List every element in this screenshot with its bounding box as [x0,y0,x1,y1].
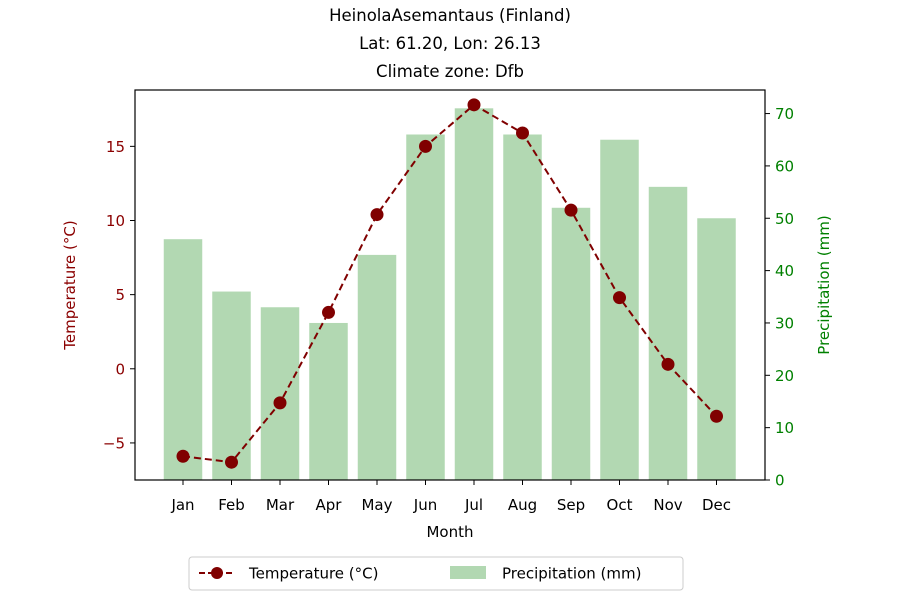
temperature-point-jun [419,139,432,153]
precipitation-bar-jan [163,239,203,480]
precipitation-tick-label: 70 [775,105,794,123]
temperature-point-apr [322,305,335,319]
temperature-point-dec [710,409,723,423]
legend-precipitation-label: Precipitation (mm) [502,565,641,583]
month-tick-label: Jan [170,496,194,514]
month-tick-label: Sep [557,496,585,514]
precipitation-bar-may [357,254,397,480]
precipitation-tick-label: 20 [775,367,794,385]
month-axis-label: Month [426,523,473,541]
precipitation-bar-jun [406,134,445,480]
precipitation-tick-label: 60 [775,157,794,175]
temperature-point-feb [225,455,238,469]
precipitation-bar-dec [697,218,736,480]
month-tick-label: Dec [702,496,731,514]
month-tick-label: Nov [653,496,682,514]
temperature-tick-label: 10 [106,212,125,230]
precipitation-bar-jul [454,108,494,481]
temperature-point-sep [564,203,578,217]
chart-title-line-2: Lat: 61.20, Lon: 26.13 [359,34,541,53]
precipitation-bars [163,108,736,481]
chart-title-line-3: Climate zone: Dfb [376,62,524,81]
precipitation-tick-label: 50 [775,210,794,228]
month-tick-label: Mar [266,496,295,514]
precipitation-axis: 0 10 20 30 40 50 60 70 [765,105,794,490]
precipitation-bar-nov [648,186,688,480]
temperature-tick-label: 5 [115,286,125,304]
precipitation-axis-label: Precipitation (mm) [815,215,833,354]
precipitation-bar-sep [551,207,591,481]
temperature-point-jul [467,98,481,112]
temperature-tick-label: 15 [106,138,125,156]
month-axis: Jan Feb Mar Apr May Jun Jul Aug Sep Oct Nov Dec [170,480,731,514]
month-tick-label: Feb [218,496,245,514]
precipitation-tick-label: 40 [775,262,794,280]
temperature-line [182,103,718,464]
legend-precipitation-swatch [450,566,486,579]
chart-title: HeinolaAsemantaus (Finland) Lat: 61.20, … [329,6,571,81]
temperature-point-may [370,208,384,222]
temperature-axis-label: Temperature (°C) [61,220,79,350]
legend-temperature-label: Temperature (°C) [248,565,378,583]
legend-temperature-marker [211,567,223,579]
precipitation-bar-mar [260,307,300,480]
legend: Temperature (°C) Precipitation (mm) [188,556,684,591]
temperature-point-jan [176,449,190,463]
precipitation-bar-oct [600,139,639,480]
month-tick-label: Jul [464,496,483,514]
precipitation-tick-label: 0 [775,472,785,490]
precipitation-bar-apr [309,322,348,480]
month-tick-label: Aug [508,496,537,514]
plot-frame [134,89,766,481]
precipitation-tick-label: 30 [775,314,794,332]
temperature-point-aug [516,126,529,140]
temperature-tick-label: 0 [115,360,125,378]
month-tick-label: Apr [316,496,343,514]
precipitation-bar-feb [212,291,251,480]
precipitation-bar-aug [503,134,542,480]
legend-box [188,556,684,591]
temperature-point-oct [613,291,626,305]
month-tick-label: May [361,496,392,514]
temperature-tick-label: −5 [103,434,125,452]
chart-title-line-1: HeinolaAsemantaus (Finland) [329,6,571,25]
temperature-axis: −5 0 5 10 15 [103,138,135,452]
temperature-series [176,98,723,469]
precipitation-tick-label: 10 [775,419,794,437]
month-tick-label: Oct [607,496,633,514]
temperature-point-nov [661,357,675,371]
month-tick-label: Jun [413,496,437,514]
temperature-point-mar [273,396,287,410]
